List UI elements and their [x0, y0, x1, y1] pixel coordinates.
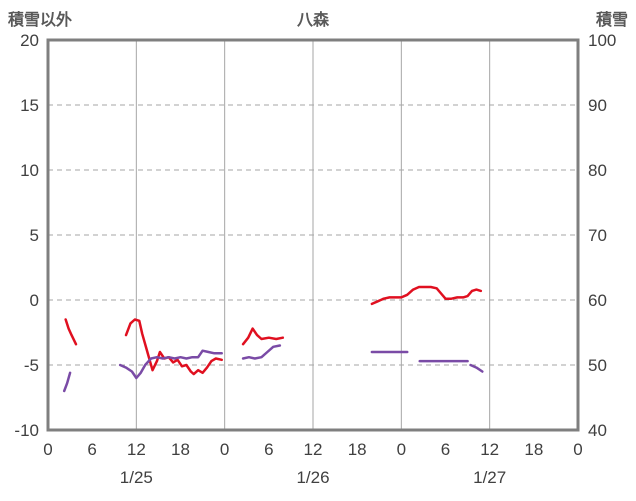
left-axis-tick-label: 0 — [30, 291, 39, 310]
left-axis-tick-label: -10 — [14, 421, 39, 440]
series-red-line — [64, 318, 78, 346]
right-axis-tick-label: 80 — [588, 161, 607, 180]
x-axis-tick-label: 12 — [127, 440, 146, 459]
x-axis-tick-label: 6 — [441, 440, 450, 459]
series-purple-line — [118, 349, 223, 380]
chart-title: 八森 — [296, 12, 329, 29]
x-axis-tick-label: 0 — [220, 440, 229, 459]
right-axis-tick-label: 40 — [588, 421, 607, 440]
x-axis-tick-label: 6 — [264, 440, 273, 459]
x-axis-tick-label: 0 — [43, 440, 52, 459]
right-axis-tick-label: 50 — [588, 356, 607, 375]
left-axis-title: 積雪以外 — [8, 12, 73, 29]
right-axis-tick-label: 100 — [588, 31, 616, 50]
x-axis-day-label: 1/26 — [296, 468, 329, 487]
right-axis-tick-label: 70 — [588, 226, 607, 245]
x-axis-tick-label: 18 — [348, 440, 367, 459]
x-axis-tick-label: 6 — [87, 440, 96, 459]
x-axis-tick-label: 18 — [524, 440, 543, 459]
left-axis-tick-label: 10 — [20, 161, 39, 180]
left-axis-tick-label: 20 — [20, 31, 39, 50]
series-purple-line — [241, 344, 282, 360]
left-axis-tick-label: 15 — [20, 96, 39, 115]
x-axis-tick-label: 0 — [573, 440, 582, 459]
left-axis-tick-label: 5 — [30, 226, 39, 245]
series-red-line — [241, 327, 285, 346]
left-axis-tick-label: -5 — [24, 356, 39, 375]
x-axis-tick-label: 12 — [480, 440, 499, 459]
right-axis-tick-label: 90 — [588, 96, 607, 115]
right-axis-tick-label: 60 — [588, 291, 607, 310]
x-axis-day-label: 1/25 — [120, 468, 153, 487]
series-red-line — [124, 318, 223, 376]
series-purple-line — [62, 371, 72, 393]
x-axis-tick-label: 12 — [304, 440, 323, 459]
right-axis-title: 積雪 — [595, 12, 628, 29]
x-axis-tick-label: 18 — [171, 440, 190, 459]
x-axis-tick-label: 0 — [397, 440, 406, 459]
x-axis-day-label: 1/27 — [473, 468, 506, 487]
series-red-line — [370, 285, 483, 306]
series-purple-line — [469, 363, 484, 373]
plot-border — [46, 38, 580, 432]
